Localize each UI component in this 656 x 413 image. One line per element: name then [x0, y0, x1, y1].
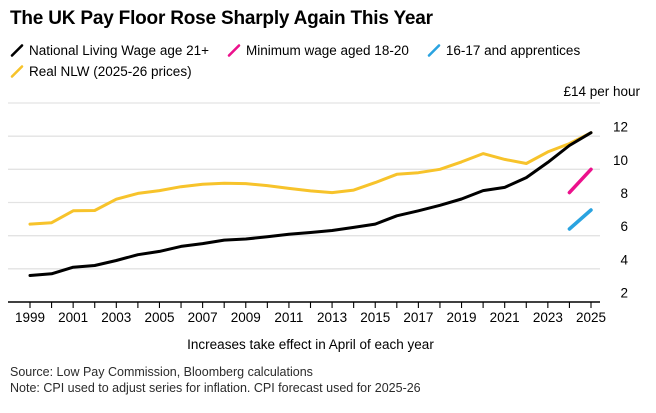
series-line-national-living-wage-age-21 — [28, 131, 593, 277]
legend-row-2: Real NLW (2025-26 prices) — [10, 61, 580, 82]
y-tick-label-4: 4 — [620, 252, 628, 267]
x-tick-label-2007: 2007 — [188, 310, 218, 325]
legend-item-national-living-wage-age-21: National Living Wage age 21+ — [10, 43, 209, 58]
legend-slash-icon — [427, 44, 441, 57]
x-tick-label-2017: 2017 — [403, 310, 433, 325]
y-tick-label-6: 6 — [620, 219, 628, 234]
x-tick-label-2021: 2021 — [490, 310, 520, 325]
source-text: Source: Low Pay Commission, Bloomberg ca… — [10, 365, 313, 379]
legend-item-label: Minimum wage aged 18-20 — [246, 43, 409, 58]
legend-item-label: National Living Wage age 21+ — [29, 43, 209, 58]
y-tick-label-10: 10 — [613, 153, 628, 168]
legend-item-real-nlw-2025-26-prices: Real NLW (2025-26 prices) — [10, 64, 192, 79]
legend: National Living Wage age 21+ Minimum wage… — [10, 40, 580, 82]
series-line-real-nlw-2025-26-prices — [28, 131, 593, 226]
y-axis-unit-label: £14 per hour — [563, 84, 640, 99]
x-tick-label-1999: 1999 — [15, 310, 45, 325]
x-tick-label-2009: 2009 — [231, 310, 261, 325]
legend-row-1: National Living Wage age 21+ Minimum wage… — [10, 40, 580, 61]
legend-item-label: Real NLW (2025-26 prices) — [29, 64, 192, 79]
legend-slash-icon — [10, 65, 24, 78]
legend-item-minimum-wage-aged-18-20: Minimum wage aged 18-20 — [227, 43, 409, 58]
legend-slash-icon — [227, 44, 241, 57]
chart-footer: Source: Low Pay Commission, Bloomberg ca… — [10, 364, 421, 396]
page-title: The UK Pay Floor Rose Sharply Again This… — [10, 8, 433, 29]
x-tick-label-2015: 2015 — [360, 310, 390, 325]
series-line-16-17-and-apprentices — [567, 208, 593, 231]
y-tick-label-8: 8 — [620, 186, 628, 201]
x-tick-label-2025: 2025 — [576, 310, 606, 325]
legend-item-label: 16-17 and apprentices — [445, 43, 581, 58]
x-tick-label-2011: 2011 — [274, 310, 303, 325]
x-axis-caption: Increases take effect in April of each y… — [187, 337, 434, 352]
x-tick-label-2001: 2001 — [58, 310, 88, 325]
x-tick-label-2013: 2013 — [317, 310, 347, 325]
y-tick-label-12: 12 — [613, 120, 628, 135]
x-tick-label-2005: 2005 — [144, 310, 174, 325]
y-tick-label-2: 2 — [620, 286, 628, 301]
series-line-minimum-wage-aged-18-20 — [567, 167, 593, 195]
legend-slash-icon — [10, 44, 24, 57]
x-tick-label-2019: 2019 — [447, 310, 477, 325]
note-text: Note: CPI used to adjust series for infl… — [10, 381, 421, 395]
x-tick-label-2003: 2003 — [101, 310, 131, 325]
x-tick-label-2023: 2023 — [533, 310, 563, 325]
legend-item-16-17-and-apprentices: 16-17 and apprentices — [427, 43, 580, 58]
